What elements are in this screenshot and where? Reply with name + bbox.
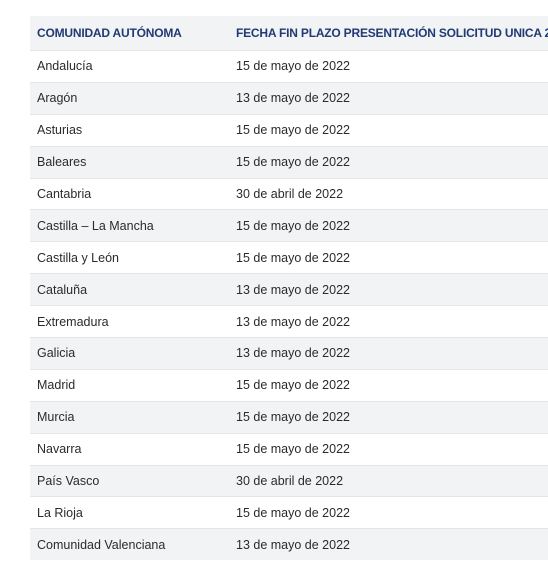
cell-comunidad: Asturias [37, 123, 83, 138]
table-row: Aragón 13 de mayo de 2022 [30, 81, 548, 114]
table-row: Madrid 15 de mayo de 2022 [30, 368, 548, 401]
cell-comunidad: Extremadura [37, 314, 109, 329]
cell-comunidad: Galicia [37, 346, 76, 361]
table-row: Castilla – La Mancha 15 de mayo de 2022 [30, 209, 548, 242]
cell-comunidad: La Rioja [37, 505, 83, 520]
cell-fecha: 13 de mayo de 2022 [236, 282, 350, 297]
cell-fecha: 13 de mayo de 2022 [236, 314, 350, 329]
deadline-table: COMUNIDAD AUTÓNOMA FECHA FIN PLAZO PRESE… [30, 16, 548, 561]
cell-fecha: 30 de abril de 2022 [236, 187, 344, 201]
cell-fecha: 15 de mayo de 2022 [236, 123, 350, 138]
column-header-comunidad: COMUNIDAD AUTÓNOMA [37, 26, 182, 40]
table-row: Navarra 15 de mayo de 2022 [30, 432, 548, 465]
table-body: Andalucía 15 de mayo de 2022 Aragón 13 de m… [30, 50, 548, 561]
cell-fecha: 15 de mayo de 2022 [236, 155, 350, 170]
cell-comunidad: Castilla – La Mancha [37, 218, 154, 233]
cell-fecha: 15 de mayo de 2022 [236, 218, 350, 233]
cell-comunidad: Cantabria [37, 187, 92, 201]
cell-fecha: 30 de abril de 2022 [236, 474, 344, 489]
cell-fecha: 15 de mayo de 2022 [236, 442, 350, 457]
table-row: Galicia 13 de mayo de 2022 [30, 337, 548, 369]
cell-comunidad: Madrid [37, 378, 76, 393]
cell-fecha: 15 de mayo de 2022 [236, 410, 350, 425]
cell-fecha: 13 de mayo de 2022 [236, 537, 350, 552]
cell-comunidad: Castilla y León [37, 250, 119, 265]
table-row: Murcia 15 de mayo de 2022 [30, 400, 548, 433]
table-row: Comunidad Valenciana 13 de mayo de 2022 [30, 528, 548, 561]
table-row: Baleares 15 de mayo de 2022 [30, 145, 548, 178]
cell-fecha: 15 de mayo de 2022 [236, 505, 350, 520]
table-row: Andalucía 15 de mayo de 2022 [30, 50, 548, 82]
cell-fecha: 15 de mayo de 2022 [236, 59, 350, 74]
table-row: Castilla y León 15 de mayo de 2022 [30, 241, 548, 274]
table-row: Cantabria 30 de abril de 2022 [30, 177, 548, 210]
cell-comunidad: Murcia [37, 410, 75, 425]
cell-fecha: 13 de mayo de 2022 [236, 346, 350, 361]
cell-comunidad: Cataluña [37, 282, 88, 297]
table-row: La Rioja 15 de mayo de 2022 [30, 496, 548, 529]
table-row: Asturias 15 de mayo de 2022 [30, 113, 548, 146]
column-header-fecha: FECHA FIN PLAZO PRESENTACIÓN SOLICITUD U… [236, 26, 548, 40]
cell-comunidad: Baleares [37, 155, 87, 170]
cell-comunidad: Navarra [37, 442, 82, 457]
table-header-row: COMUNIDAD AUTÓNOMA FECHA FIN PLAZO PRESE… [30, 16, 548, 50]
table-row: País Vasco 30 de abril de 2022 [30, 464, 548, 497]
table-row: Extremadura 13 de mayo de 2022 [30, 305, 548, 338]
cell-comunidad: Comunidad Valenciana [37, 537, 166, 552]
table-row: Cataluña 13 de mayo de 2022 [30, 273, 548, 306]
cell-fecha: 15 de mayo de 2022 [236, 250, 350, 265]
cell-comunidad: Andalucía [37, 59, 93, 74]
cell-fecha: 13 de mayo de 2022 [236, 91, 350, 106]
cell-comunidad: Aragón [37, 91, 78, 106]
cell-fecha: 15 de mayo de 2022 [236, 378, 350, 393]
cell-comunidad: País Vasco [37, 474, 100, 489]
